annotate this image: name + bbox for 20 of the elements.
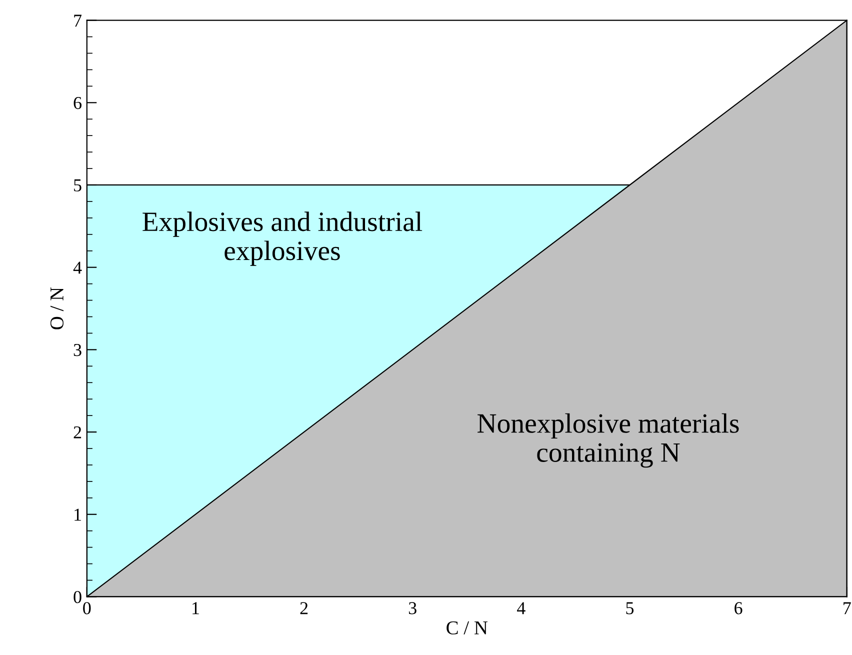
y-tick-label: 2 [74, 426, 82, 438]
x-tick-label: 6 [734, 602, 742, 614]
x-axis-title: C / N [446, 621, 488, 634]
y-tick-label: 5 [74, 179, 82, 192]
y-tick-label: 0 [74, 590, 82, 604]
annotation: Nonexplosive materials containing N [478, 413, 739, 468]
x-tick-label: 4 [517, 602, 526, 614]
y-tick-label: 3 [74, 344, 82, 356]
x-tick-label: 0 [83, 602, 91, 614]
y-tick-label: 6 [74, 96, 82, 110]
x-tick-label: 1 [192, 602, 199, 614]
annotation: Explosives and industrial explosives [142, 212, 422, 266]
y-tick-label: 1 [74, 508, 81, 521]
x-tick-label: 5 [626, 602, 634, 614]
y-tick-label: 7 [74, 14, 82, 27]
y-tick-label: 4 [73, 262, 82, 274]
x-tick-label: 2 [300, 602, 308, 614]
x-tick-label: 3 [408, 602, 416, 614]
y-axis-title: O / N [50, 287, 64, 330]
x-tick-label: 7 [844, 602, 851, 614]
